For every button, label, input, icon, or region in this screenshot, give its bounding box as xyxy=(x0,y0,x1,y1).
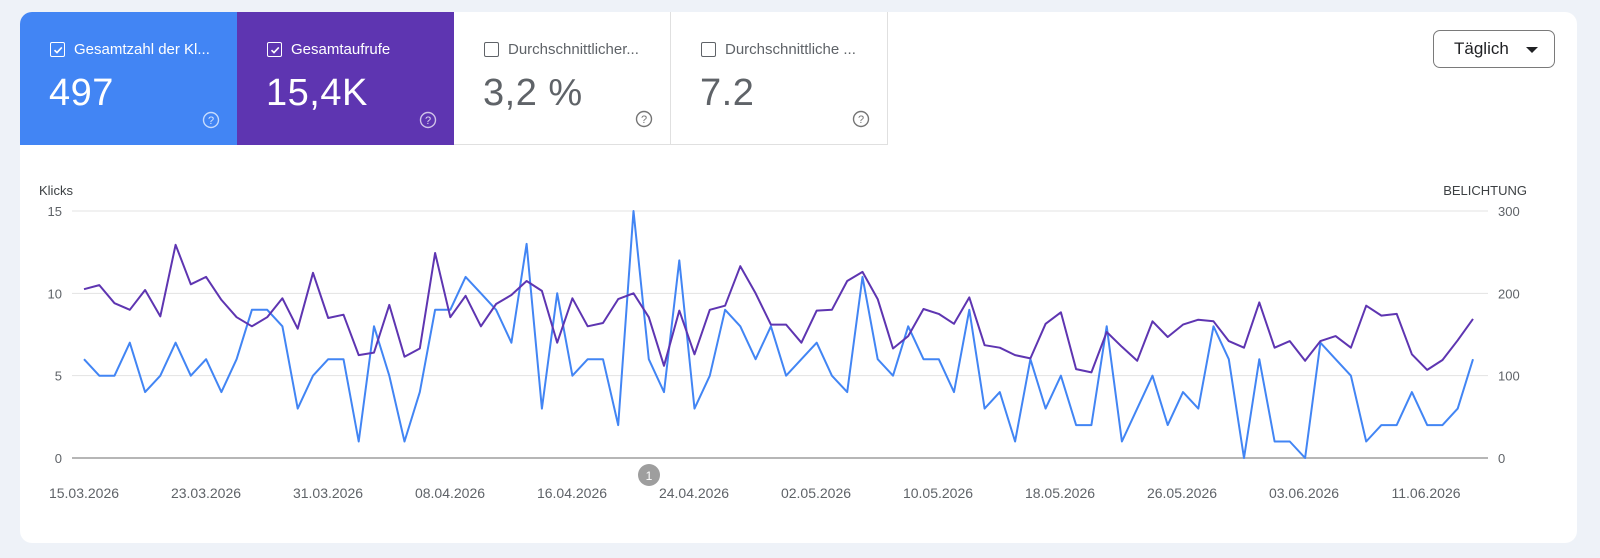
x-axis-tick-label: 23.03.2026 xyxy=(171,485,241,501)
right-axis-title: BELICHTUNG xyxy=(1443,183,1527,198)
metric-tile-total-clicks[interactable]: Gesamtzahl der Kl... 497 ? xyxy=(20,12,237,145)
x-axis-tick-label: 18.05.2026 xyxy=(1025,485,1095,501)
right-axis-tick-label: 300 xyxy=(1498,204,1520,219)
svg-text:?: ? xyxy=(641,114,647,126)
right-axis-tick-label: 100 xyxy=(1498,369,1520,384)
left-axis-tick-label: 0 xyxy=(55,451,62,466)
x-axis-tick-label: 16.04.2026 xyxy=(537,485,607,501)
metric-tile-average-ctr[interactable]: Durchschnittlicher... 3,2 % ? xyxy=(454,12,671,145)
left-axis-title: Klicks xyxy=(39,183,73,198)
x-axis-tick-label: 26.05.2026 xyxy=(1147,485,1217,501)
performance-chart: Klicks BELICHTUNG 15 300 10 200 5 100 0 0 1 15.… xyxy=(39,183,1527,501)
metric-value: 15,4K xyxy=(266,72,368,114)
granularity-dropdown[interactable]: Täglich xyxy=(1433,30,1555,68)
help-icon[interactable]: ? xyxy=(419,111,437,129)
left-axis-tick-label: 15 xyxy=(48,204,62,219)
dropdown-selected-label: Täglich xyxy=(1454,39,1509,58)
x-axis-tick-label: 08.04.2026 xyxy=(415,485,485,501)
checkbox-unchecked-icon[interactable] xyxy=(484,42,499,57)
dropdown-arrow-icon xyxy=(1526,47,1538,53)
right-axis-tick-label: 0 xyxy=(1498,451,1505,466)
annotation-marker[interactable] xyxy=(638,464,660,486)
x-axis-tick-label: 03.06.2026 xyxy=(1269,485,1339,501)
impressions-series-line xyxy=(83,243,1474,374)
help-icon[interactable]: ? xyxy=(202,111,220,129)
help-icon[interactable]: ? xyxy=(852,110,870,128)
right-axis-tick-label: 200 xyxy=(1498,286,1520,301)
left-axis-tick-label: 10 xyxy=(48,286,62,301)
x-axis-tick-label: 10.05.2026 xyxy=(903,485,973,501)
x-axis-tick-label: 15.03.2026 xyxy=(49,485,119,501)
x-axis-tick-label: 02.05.2026 xyxy=(781,485,851,501)
checkbox-checked-icon[interactable] xyxy=(50,42,65,57)
metric-value: 3,2 % xyxy=(483,72,583,114)
help-icon[interactable]: ? xyxy=(635,110,653,128)
clicks-series-line xyxy=(83,210,1474,459)
left-axis-tick-label: 5 xyxy=(55,369,62,384)
metric-value: 7.2 xyxy=(700,72,755,114)
metric-label: Gesamtaufrufe xyxy=(291,41,391,58)
svg-text:?: ? xyxy=(858,114,864,126)
svg-text:?: ? xyxy=(208,115,214,127)
performance-card: Gesamtzahl der Kl... 497 ? Gesamtaufrufe… xyxy=(20,12,1577,543)
checkbox-unchecked-icon[interactable] xyxy=(701,42,716,57)
annotation-marker-label: 1 xyxy=(646,469,653,483)
x-axis-tick-label: 11.06.2026 xyxy=(1391,485,1460,501)
checkbox-checked-icon[interactable] xyxy=(267,42,282,57)
x-axis-tick-label: 24.04.2026 xyxy=(659,485,729,501)
metric-tiles: Gesamtzahl der Kl... 497 ? Gesamtaufrufe… xyxy=(20,12,888,145)
x-axis-tick-label: 31.03.2026 xyxy=(293,485,363,501)
metric-value: 497 xyxy=(49,72,114,114)
svg-text:?: ? xyxy=(425,115,431,127)
metric-tile-average-position[interactable]: Durchschnittliche ... 7.2 ? xyxy=(671,12,888,145)
metric-label: Durchschnittliche ... xyxy=(725,41,856,58)
metric-label: Gesamtzahl der Kl... xyxy=(74,41,210,58)
metric-label: Durchschnittlicher... xyxy=(508,41,639,58)
metric-tile-total-impressions[interactable]: Gesamtaufrufe 15,4K ? xyxy=(237,12,454,145)
